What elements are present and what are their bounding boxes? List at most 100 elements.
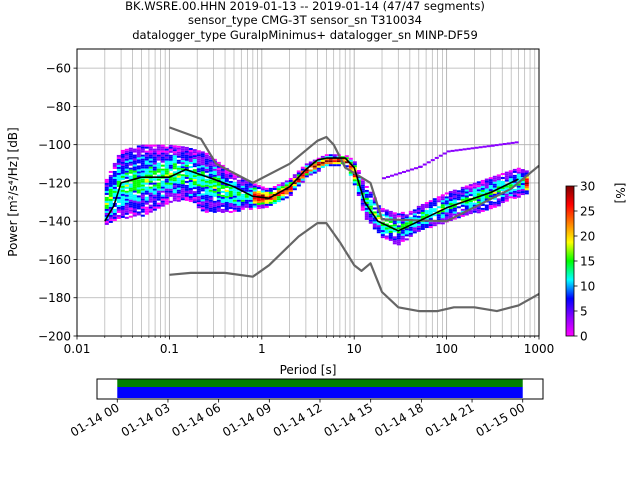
- heatmap-cell: [512, 192, 517, 195]
- heatmap-cell: [212, 208, 217, 211]
- heatmap-cell: [436, 200, 441, 203]
- heatmap-cell: [108, 206, 113, 209]
- heatmap-cell: [404, 238, 409, 241]
- heatmap-cell: [200, 181, 205, 184]
- heatmap-cell: [160, 144, 165, 147]
- heatmap-cell: [468, 188, 473, 191]
- heatmap-cell: [224, 175, 229, 178]
- heatmap-cell: [176, 177, 181, 180]
- heatmap-cell: [494, 144, 499, 147]
- heatmap-cell: [124, 192, 129, 195]
- heatmap-cell: [180, 176, 185, 179]
- heatmap-cell: [168, 184, 173, 187]
- heatmap-cell: [388, 232, 393, 235]
- heatmap-cell: [232, 175, 237, 178]
- heatmap-cell: [176, 159, 181, 162]
- heatmap-cell: [132, 172, 137, 175]
- heatmap-cell: [292, 176, 297, 179]
- heatmap-cell: [200, 207, 205, 210]
- heatmap-cell: [208, 165, 213, 168]
- heatmap-cell: [140, 172, 145, 175]
- heatmap-cell: [140, 158, 145, 161]
- heatmap-cell: [508, 194, 513, 197]
- heatmap-cell: [116, 174, 121, 177]
- colorbar-tick-label: 15: [580, 255, 595, 269]
- heatmap-cell: [524, 178, 529, 181]
- heatmap-cell: [120, 177, 125, 180]
- heatmap-cell: [104, 178, 109, 181]
- heatmap-cell: [128, 163, 133, 166]
- heatmap-cell: [428, 206, 433, 209]
- heatmap-cell: [204, 192, 209, 195]
- heatmap-cell: [204, 182, 209, 185]
- heatmap-cell: [368, 203, 373, 206]
- heatmap-cell: [400, 231, 405, 234]
- heatmap-cell: [184, 162, 189, 165]
- heatmap-cell: [104, 210, 109, 213]
- heatmap-cell: [448, 207, 453, 210]
- heatmap-cell: [192, 173, 197, 176]
- heatmap-cell: [176, 197, 181, 200]
- heatmap-cell: [412, 231, 417, 234]
- heatmap-cell: [504, 175, 509, 178]
- heatmap-cell: [192, 153, 197, 156]
- heatmap-cell: [160, 204, 165, 207]
- heatmap-cell: [140, 144, 145, 147]
- heatmap-cell: [392, 230, 397, 233]
- heatmap-cell: [434, 156, 439, 159]
- colorbar-label: [%]: [613, 183, 627, 204]
- heatmap-cell: [448, 203, 453, 206]
- heatmap-cell: [424, 202, 429, 205]
- heatmap-cell: [418, 165, 423, 168]
- heatmap-cell: [300, 176, 305, 179]
- heatmap-cell: [172, 189, 177, 192]
- heatmap-cell: [168, 172, 173, 175]
- heatmap-cell: [506, 142, 511, 145]
- heatmap-cell: [152, 190, 157, 193]
- heatmap-cell: [144, 188, 149, 191]
- heatmap-cell: [288, 191, 293, 194]
- heatmap-cell: [412, 209, 417, 212]
- heatmap-cell: [172, 145, 177, 148]
- heatmap-cell: [224, 199, 229, 202]
- heatmap-cell: [204, 198, 209, 201]
- heatmap-cell: [164, 148, 169, 151]
- heatmap-cell: [128, 189, 133, 192]
- heatmap-cell: [248, 207, 253, 210]
- heatmap-cell: [252, 199, 257, 202]
- heatmap-cell: [120, 205, 125, 208]
- heatmap-cell: [496, 174, 501, 177]
- heatmap-cell: [388, 230, 393, 233]
- heatmap-cell: [316, 161, 321, 164]
- heatmap-cell: [160, 152, 165, 155]
- heatmap-cell: [204, 166, 209, 169]
- heatmap-cell: [268, 187, 273, 190]
- heatmap-cell: [216, 205, 221, 208]
- heatmap-cell: [236, 207, 241, 210]
- heatmap-cell: [260, 202, 265, 205]
- heatmap-cell: [436, 196, 441, 199]
- heatmap-cell: [212, 168, 217, 171]
- heatmap-cell: [204, 188, 209, 191]
- heatmap-cell: [404, 230, 409, 233]
- heatmap-cell: [204, 154, 209, 157]
- heatmap-cell: [412, 229, 417, 232]
- heatmap-cell: [132, 180, 137, 183]
- heatmap-cell: [236, 203, 241, 206]
- heatmap-cell: [444, 204, 449, 207]
- heatmap-cell: [412, 227, 417, 230]
- heatmap-cell: [360, 202, 365, 205]
- heatmap-cell: [458, 148, 463, 151]
- heatmap-cell: [404, 216, 409, 219]
- heatmap-cell: [344, 161, 349, 164]
- heatmap-cell: [212, 164, 217, 167]
- heatmap-cell: [192, 155, 197, 158]
- heatmap-cell: [112, 162, 117, 165]
- heatmap-cell: [152, 170, 157, 173]
- heatmap-cell: [328, 160, 333, 163]
- heatmap-cell: [496, 190, 501, 193]
- heatmap-cell: [128, 211, 133, 214]
- heatmap-cell: [446, 150, 451, 153]
- heatmap-cell: [504, 187, 509, 190]
- heatmap-cell: [360, 186, 365, 189]
